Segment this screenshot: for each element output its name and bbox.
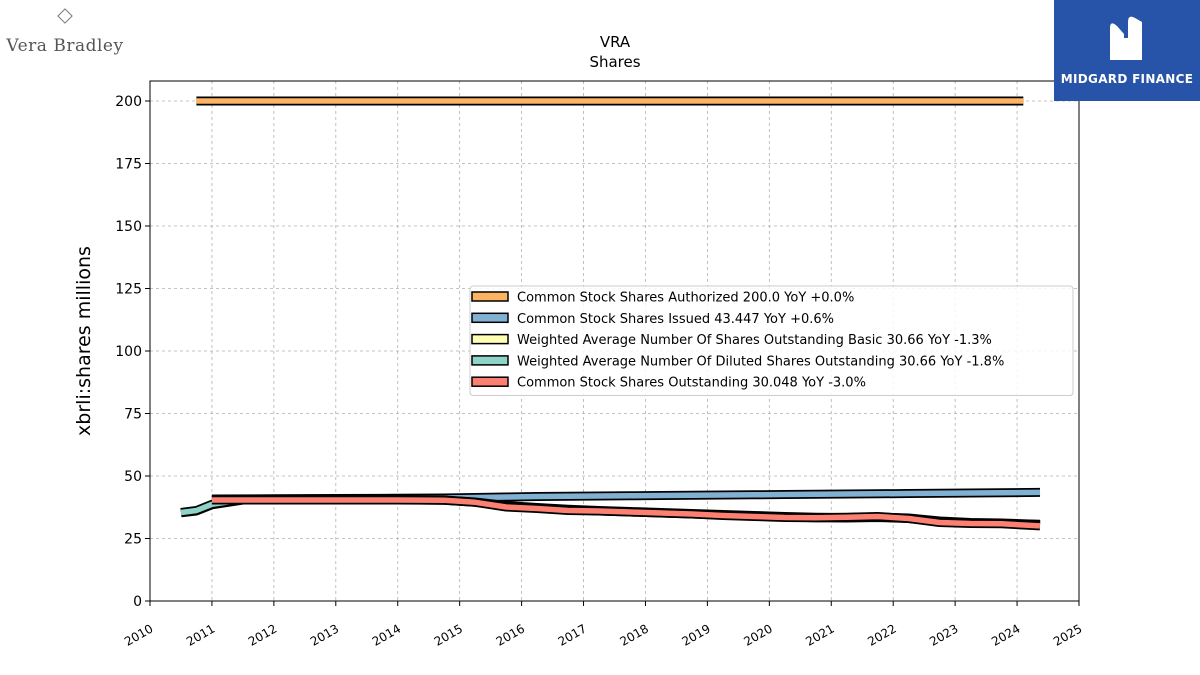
x-tick-label: 2019 <box>679 621 712 648</box>
x-tick-label: 2025 <box>1051 621 1084 648</box>
y-tick-label: 100 <box>115 344 142 360</box>
y-tick-label: 50 <box>124 469 142 485</box>
monogram-diamond-icon <box>57 8 73 24</box>
series-layer <box>180 96 1041 531</box>
legend-swatch <box>471 376 509 387</box>
legend-swatch <box>471 291 509 302</box>
chart-subtitle: Shares <box>589 53 640 71</box>
legend: Common Stock Shares Authorized 200.0 YoY… <box>469 285 1074 396</box>
series-line-5 <box>211 497 1041 529</box>
x-tick-label: 2017 <box>556 621 589 648</box>
legend-box <box>469 285 1074 396</box>
x-tick-label: 2020 <box>741 621 774 648</box>
legend-entry: Common Stock Shares Outstanding 30.048 Y… <box>517 376 866 391</box>
legend-swatch <box>471 312 509 324</box>
y-tick-label: 125 <box>115 282 142 298</box>
y-tick-label: 175 <box>115 157 142 173</box>
x-tick-label: 2018 <box>618 621 651 648</box>
x-tick-label: 2015 <box>432 621 465 648</box>
midgard-m-icon <box>1110 16 1142 61</box>
company-logo-wordmark: Vera Bradley <box>6 36 124 56</box>
legend-entry: Common Stock Shares Authorized 200.0 YoY… <box>517 291 854 306</box>
y-tick-label: 0 <box>133 594 142 610</box>
x-tick-label: 2013 <box>308 621 341 648</box>
x-tick-label: 2016 <box>494 621 527 648</box>
y-tick-label: 75 <box>124 407 142 423</box>
chart-title: VRA <box>600 33 631 51</box>
y-tick-label: 200 <box>115 94 142 110</box>
x-tick-label: 2012 <box>246 621 279 648</box>
x-tick-label: 2010 <box>122 621 155 648</box>
publisher-logo: MIDGARD FINANCE <box>1054 0 1200 101</box>
legend-entry: Weighted Average Number Of Diluted Share… <box>517 354 1004 369</box>
y-axis-label: xbrli:shares millions <box>73 246 95 436</box>
y-tick-label: 25 <box>124 532 142 548</box>
legend-entry: Weighted Average Number Of Shares Outsta… <box>517 333 992 348</box>
x-tick-label: 2023 <box>927 621 960 648</box>
x-tick-label: 2024 <box>989 621 1022 648</box>
x-tick-label: 2021 <box>803 621 836 648</box>
legend-swatch <box>471 333 509 345</box>
legend-swatch <box>471 355 509 366</box>
x-tick-label: 2011 <box>184 621 217 648</box>
x-tick-label: 2014 <box>370 621 403 648</box>
company-logo: Vera Bradley <box>6 6 124 62</box>
plot-frame <box>149 80 1080 602</box>
publisher-logo-wordmark: MIDGARD FINANCE <box>1060 72 1194 86</box>
legend-entry: Common Stock Shares Issued 43.447 YoY +0… <box>517 312 834 327</box>
x-tick-label: 2022 <box>865 621 898 648</box>
y-tick-label: 150 <box>115 219 142 235</box>
